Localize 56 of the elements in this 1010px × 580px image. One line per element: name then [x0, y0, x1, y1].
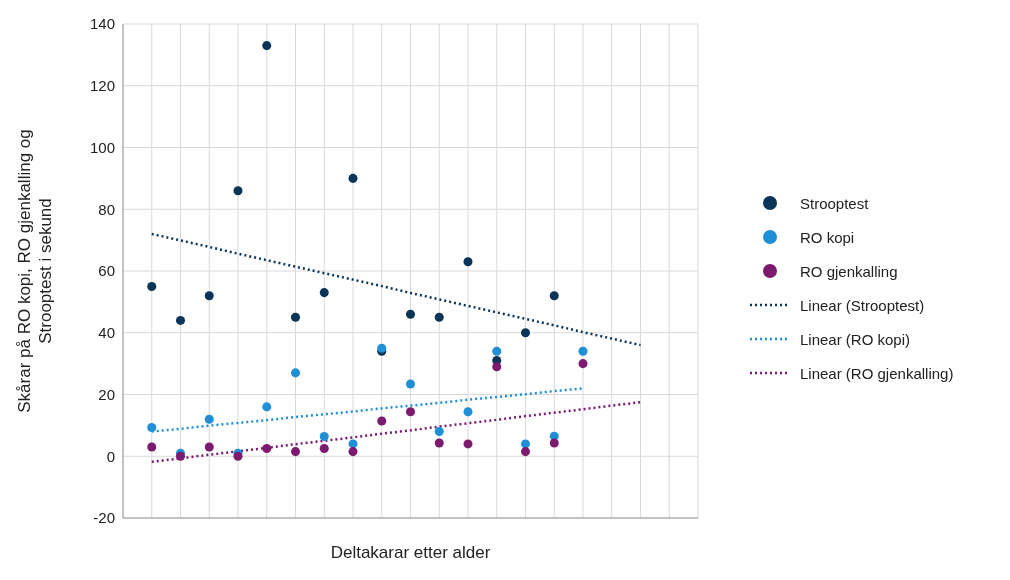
y-tick-label: 140	[89, 15, 115, 33]
line-series	[150, 232, 642, 347]
point	[492, 362, 502, 372]
y-tick-label: 100	[89, 138, 115, 156]
point	[463, 257, 473, 267]
point	[204, 442, 214, 452]
legend-label: Strooptest	[800, 194, 869, 212]
legend-label: Linear (Strooptest)	[800, 296, 925, 314]
point	[319, 288, 329, 298]
point	[405, 309, 416, 319]
point	[434, 438, 444, 448]
point	[405, 379, 416, 389]
point	[290, 312, 301, 322]
point	[434, 427, 444, 437]
legend-label: RO kopi	[800, 228, 855, 246]
point	[290, 447, 301, 457]
x-axis-title: Deltakarar etter alder	[330, 543, 491, 562]
point	[492, 346, 502, 356]
point	[520, 447, 531, 457]
point	[204, 291, 214, 301]
y-tick-label: 40	[98, 324, 115, 342]
y-tick-label: 20	[98, 385, 115, 403]
point	[348, 173, 358, 183]
point	[549, 291, 559, 301]
point	[290, 368, 301, 378]
point	[377, 416, 387, 426]
legend-label: RO gjenkalling	[800, 262, 898, 280]
y-axis-title: Skårar på RO kopi, RO gjenkalling og Strooptest i sekund	[15, 129, 55, 413]
point	[262, 402, 272, 412]
y-tick-label: 60	[98, 262, 115, 280]
point	[204, 414, 214, 424]
point	[348, 447, 358, 457]
point	[434, 312, 444, 322]
point	[147, 442, 157, 452]
point	[578, 359, 588, 369]
point	[463, 407, 473, 417]
point	[319, 431, 329, 441]
legend-label: Linear (RO kopi)	[800, 330, 911, 348]
point	[233, 186, 243, 196]
line-series	[150, 400, 642, 464]
point	[578, 346, 588, 356]
y-tick-label: -20	[93, 509, 115, 527]
point	[405, 407, 416, 417]
point	[262, 444, 272, 454]
point	[147, 423, 157, 433]
point	[175, 315, 186, 325]
legend-label: Linear (RO gjenkalling)	[800, 364, 954, 382]
y-tick-label: 80	[98, 200, 115, 218]
point	[520, 328, 531, 338]
point	[463, 439, 473, 449]
y-tick-label: 120	[89, 77, 115, 95]
point	[549, 438, 559, 448]
point	[147, 281, 157, 291]
point	[262, 41, 272, 51]
y-tick-label: 0	[106, 447, 115, 465]
point	[319, 444, 329, 454]
